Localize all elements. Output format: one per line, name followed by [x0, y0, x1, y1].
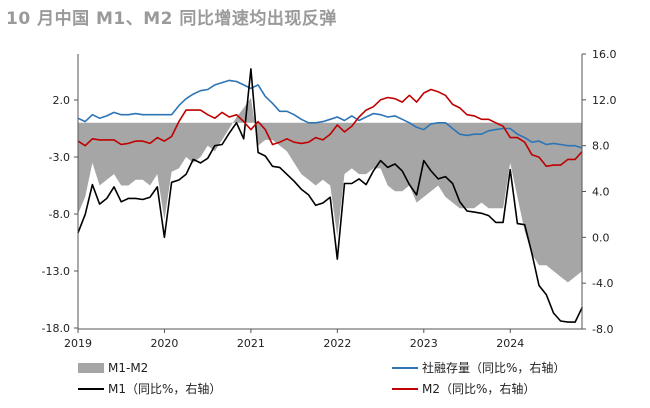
left-tick-label: -8.0 [49, 208, 70, 221]
left-tick-label: 2.0 [53, 94, 71, 107]
right-tick-label: -4.0 [592, 277, 613, 290]
legend: M1-M2 社融存量（同比%，右轴） M1（同比%，右轴） M2（同比%，右轴） [78, 360, 565, 396]
x-tick-label: 2020 [150, 337, 178, 350]
x-tick-label: 2023 [410, 337, 438, 350]
legend-label: 社融存量（同比%，右轴） [422, 360, 565, 375]
axis-layer: 2.0 -3.0 -8.0 -13.0 -18.0 16.0 12.0 8.0 4.0 0.0 -4… [42, 48, 617, 350]
series-line-2 [77, 68, 584, 323]
chart-title: 10 月中国 M1、M2 同比增速均出现反弹 [6, 9, 337, 29]
left-tick-label: -3.0 [49, 151, 70, 164]
x-tick-label: 2021 [237, 337, 265, 350]
area-layer [78, 97, 583, 283]
series-line-1 [77, 79, 583, 149]
line-layer [77, 68, 584, 323]
legend-label: M1（同比%，右轴） [108, 381, 221, 396]
left-tick-label: -18.0 [42, 322, 70, 335]
x-tick-label: 2019 [64, 337, 92, 350]
x-tick-label: 2024 [496, 337, 524, 350]
x-tick-label: 2022 [323, 337, 351, 350]
right-tick-label: 4.0 [592, 186, 610, 199]
series-line-3 [77, 88, 583, 168]
right-tick-label: -8.0 [592, 323, 613, 336]
series-area-m1-m2 [78, 97, 583, 283]
left-tick-label: -13.0 [42, 265, 70, 278]
right-tick-label: 0.0 [592, 231, 610, 244]
legend-swatch-area [78, 363, 104, 373]
right-tick-label: 12.0 [592, 94, 617, 107]
legend-label: M2（同比%，右轴） [422, 381, 535, 396]
right-tick-label: 8.0 [592, 140, 610, 153]
right-tick-label: 16.0 [592, 48, 617, 61]
legend-label: M1-M2 [108, 361, 148, 375]
